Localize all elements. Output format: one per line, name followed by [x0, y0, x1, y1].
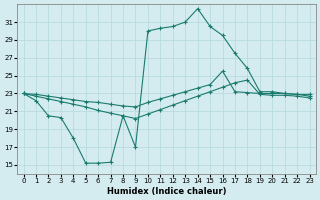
X-axis label: Humidex (Indice chaleur): Humidex (Indice chaleur) — [107, 187, 226, 196]
